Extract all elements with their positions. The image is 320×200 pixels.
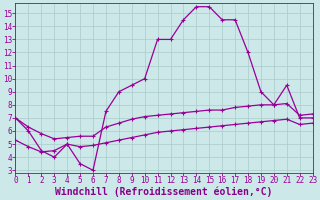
X-axis label: Windchill (Refroidissement éolien,°C): Windchill (Refroidissement éolien,°C): [55, 187, 273, 197]
